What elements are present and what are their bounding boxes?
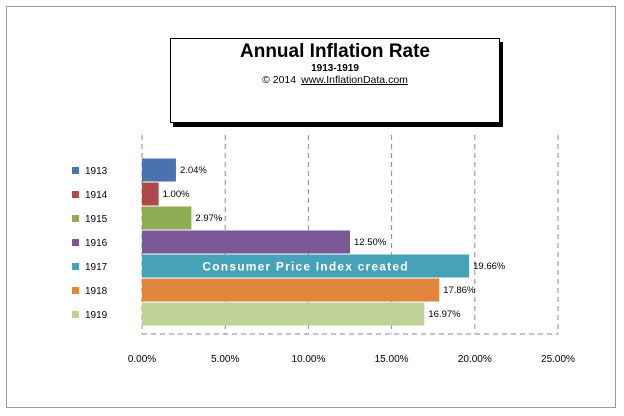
category-label-1916: 1916 [85,238,108,249]
bar-1918 [142,278,440,302]
bar-1913 [142,158,176,182]
legend-marker-1917 [72,263,79,270]
copyright-text: © 2014 [262,74,297,86]
category-label-1913: 1913 [85,166,108,177]
data-label-1919: 16.97% [428,309,461,320]
credit-line: © 2014 www.InflationData.com [171,74,499,86]
bar-1919 [142,302,425,326]
data-label-1914: 1.00% [163,189,190,200]
x-tick-label: 0.00% [128,354,156,365]
data-label-1916: 12.50% [354,237,387,248]
legend-marker-1913 [72,167,79,174]
category-label-1919: 1919 [85,310,108,321]
bar-1914 [142,182,159,206]
x-tick-label: 20.00% [458,354,492,365]
chart-title: Annual Inflation Rate [240,41,430,62]
x-tick-label: 15.00% [375,354,409,365]
data-label-1913: 2.04% [180,165,207,176]
category-label-1917: 1917 [85,262,108,273]
category-label-1918: 1918 [85,286,108,297]
data-label-1915: 2.97% [195,213,222,224]
website-link[interactable]: www.InflationData.com [301,74,408,86]
chart-frame: Annual Inflation Rate 1913-1919 © 2014 ww… [6,6,616,408]
legend-marker-1914 [72,191,79,198]
x-tick-label: 10.00% [291,354,325,365]
title-box: Annual Inflation Rate 1913-1919 © 2014 ww… [170,38,500,123]
category-label-1915: 1915 [85,214,108,225]
bar-1917 [142,254,470,278]
chart-subtitle: 1913-1919 [311,63,359,74]
bar-1916 [142,230,350,254]
legend-marker-1915 [72,215,79,222]
legend-marker-1919 [72,311,79,318]
x-tick-label: 5.00% [211,354,239,365]
legend-marker-1916 [72,239,79,246]
bar-annotation: Consumer Price Index created [202,260,408,274]
x-tick-label: 25.00% [541,354,575,365]
legend-marker-1918 [72,287,79,294]
bar-1915 [142,206,192,230]
data-label-1917: 19.66% [473,261,506,272]
category-label-1914: 1914 [85,190,108,201]
data-label-1918: 17.86% [443,285,476,296]
